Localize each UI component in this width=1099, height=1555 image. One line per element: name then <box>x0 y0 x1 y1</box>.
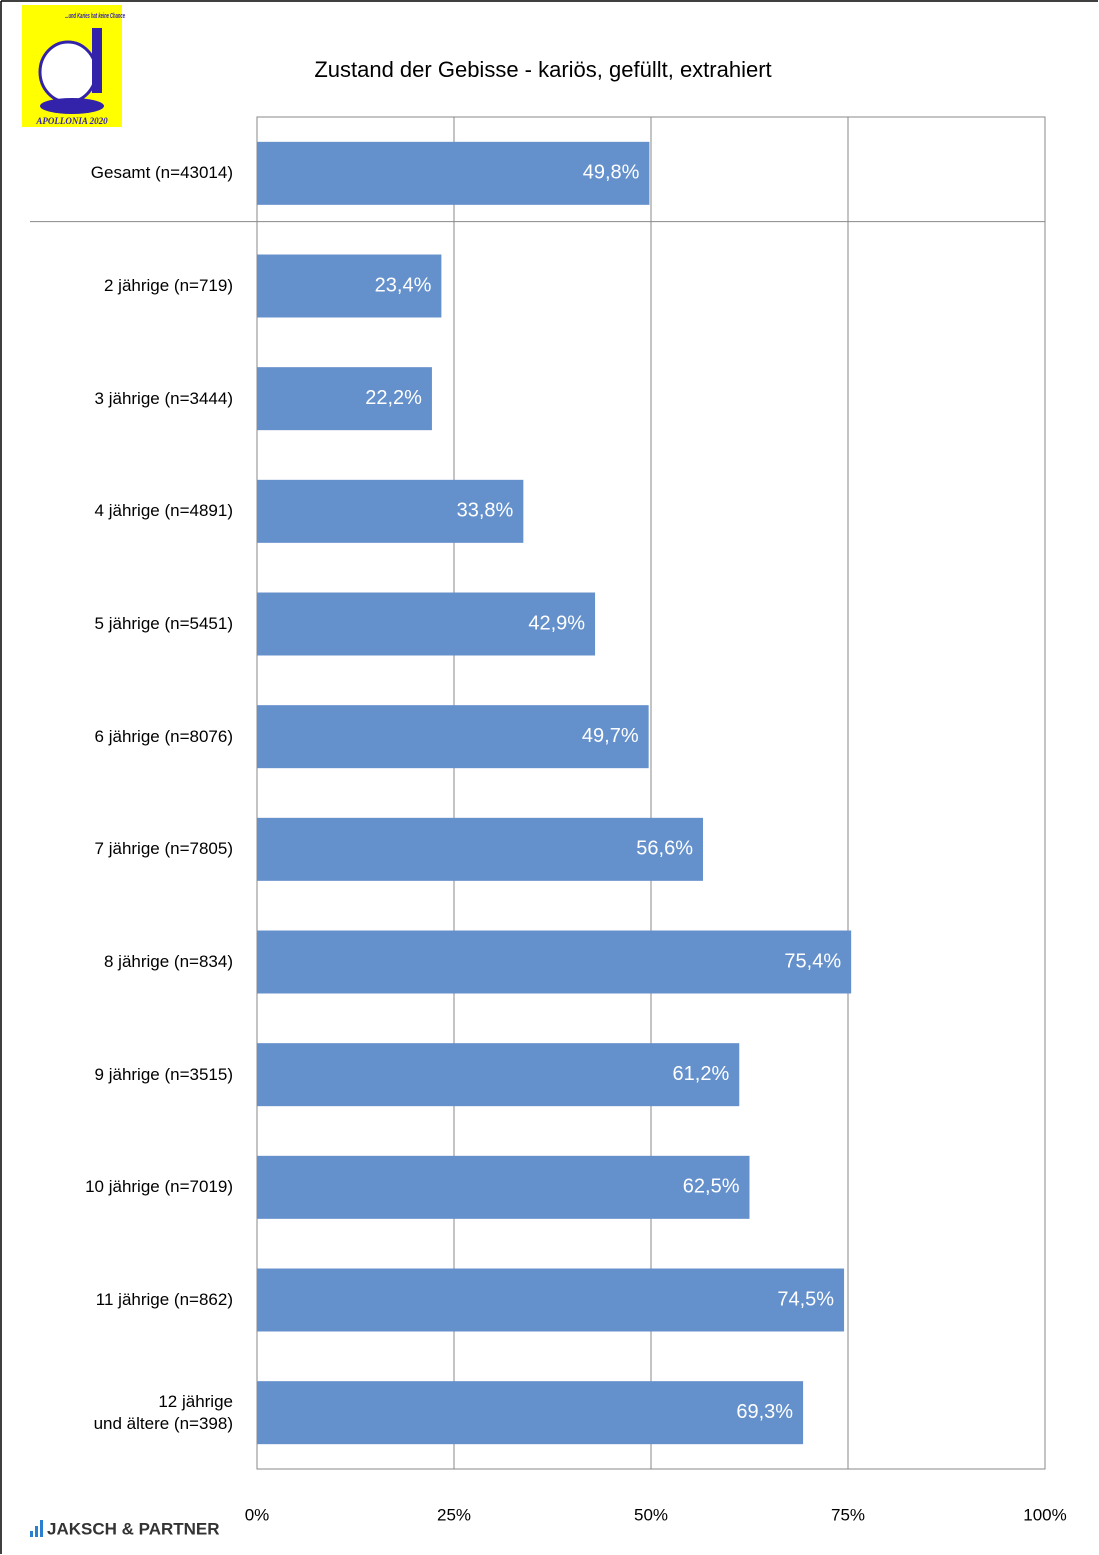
value-label: 49,7% <box>582 725 639 747</box>
y-tick-label: 6 jährige (n=8076) <box>94 726 233 746</box>
y-tick-label: 9 jährige (n=3515) <box>94 1064 233 1084</box>
value-label: 49,8% <box>583 162 640 184</box>
y-tick-label: 3 jährige (n=3444) <box>94 388 233 408</box>
value-label: 22,2% <box>365 387 422 409</box>
logo-base <box>40 98 104 114</box>
x-tick-label: 50% <box>634 1505 668 1524</box>
x-tick-label: 100% <box>1023 1505 1066 1524</box>
bar <box>257 367 432 431</box>
value-label: 56,6% <box>636 838 693 860</box>
bar <box>257 254 442 318</box>
logo-tooth <box>38 40 98 104</box>
y-tick-label: 11 jährige (n=862) <box>95 1290 233 1309</box>
x-tick-label: 25% <box>437 1505 471 1524</box>
bar <box>257 141 650 205</box>
y-tick-label: 8 jährige (n=834) <box>103 952 233 971</box>
value-label: 62,5% <box>683 1176 740 1198</box>
y-tick-label: 7 jährige (n=7805) <box>94 839 233 859</box>
bar <box>257 705 649 769</box>
y-tick-label: Gesamt (n=43014) <box>90 163 233 183</box>
brand-icon <box>30 1531 33 1537</box>
logo-text: ...und Karies hat keine Chance <box>65 13 125 20</box>
y-tick-label: 5 jährige (n=5451) <box>94 614 233 633</box>
y-tick-label: 10 jährige (n=7019) <box>85 1177 233 1197</box>
brand: JAKSCH & PARTNER <box>47 1519 220 1538</box>
plot-border <box>256 116 1046 1470</box>
bar <box>257 1381 804 1445</box>
bar <box>257 930 852 994</box>
bar <box>257 592 596 656</box>
chart-title: Zustand der Gebisse - kariös, gefüllt, e… <box>314 57 771 82</box>
logo-brush <box>92 28 102 93</box>
y-tick-label: 2 jährige (n=719) <box>103 276 233 295</box>
bar <box>257 479 524 543</box>
y-tick-label: 12 jährige und ältere (n=398) <box>93 1391 233 1433</box>
value-label: 23,4% <box>375 274 432 296</box>
value-label: 61,2% <box>673 1063 730 1085</box>
logo-caption: APOLLONIA 2020 <box>35 116 108 126</box>
x-tick-label: 75% <box>831 1505 865 1524</box>
x-tick-label: 0% <box>245 1505 270 1524</box>
value-label: 75,4% <box>784 950 841 972</box>
value-label: 33,8% <box>457 500 514 522</box>
value-label: 74,5% <box>777 1288 834 1310</box>
y-tick-label: 4 jährige (n=4891) <box>94 501 233 521</box>
bar <box>257 1155 750 1219</box>
brand-icon <box>40 1520 43 1537</box>
brand-icon <box>35 1526 38 1537</box>
bar <box>257 1043 740 1107</box>
bar <box>257 817 704 881</box>
value-label: 69,3% <box>736 1401 793 1423</box>
value-label: 42,9% <box>528 612 585 634</box>
bar <box>257 1268 845 1332</box>
